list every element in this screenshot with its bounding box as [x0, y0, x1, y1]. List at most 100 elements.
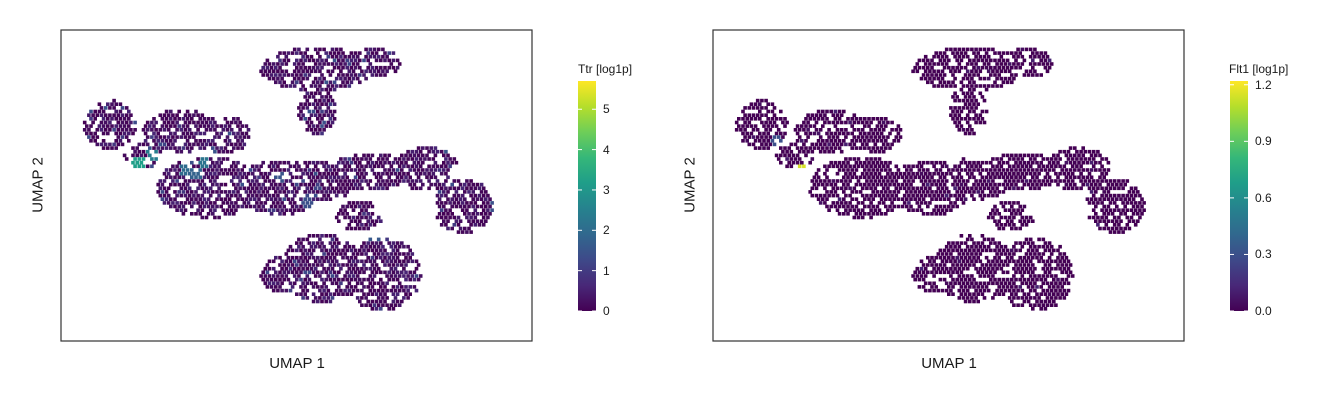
hexbin-cell	[355, 215, 360, 220]
hexbin-cell	[307, 58, 312, 63]
hexbin-cell	[846, 117, 850, 121]
hexbin-cell	[1020, 164, 1025, 169]
hexbin-cell	[313, 244, 318, 249]
umap-plot-ttr	[60, 29, 596, 342]
hexbin-cell	[1089, 175, 1094, 180]
hexbin-cell	[839, 128, 844, 132]
hexbin-cell	[442, 182, 446, 187]
hexbin-cell	[385, 171, 389, 176]
hexbin-cell	[818, 142, 823, 147]
hexbin-cell	[970, 128, 974, 132]
hexbin-cell	[1043, 248, 1048, 253]
hexbin-cell	[215, 124, 219, 128]
hexbin-cell	[355, 164, 360, 169]
hexbin-cell	[888, 168, 892, 172]
hexbin-cell	[374, 241, 379, 245]
hexbin-cell	[982, 296, 987, 300]
hexbin-cell	[936, 193, 941, 198]
hexbin-cell	[383, 153, 387, 158]
hexbin-cell	[1060, 285, 1064, 289]
hexbin-cell	[1062, 179, 1067, 183]
hexbin-cell	[408, 292, 412, 296]
hexbin-cell	[1056, 277, 1060, 282]
hexbin-cell	[825, 204, 829, 209]
hexbin-cell	[894, 164, 899, 169]
hexbin-cell	[1014, 51, 1018, 55]
hexbin-cell	[980, 248, 985, 253]
umap-plot-flt1	[712, 29, 1248, 342]
hexbin-cell	[1136, 190, 1140, 194]
hexbin-cell	[179, 149, 184, 154]
hexbin-cell	[362, 241, 366, 245]
hexbin-cell	[959, 292, 964, 296]
hexbin-cell	[860, 128, 865, 132]
hexbin-cell	[450, 197, 454, 201]
hexbin-cell	[110, 146, 114, 150]
hexbin-cell	[244, 131, 249, 136]
hexbin-cell	[835, 142, 840, 147]
hexbin-cell	[1003, 208, 1008, 212]
hexbin-cell	[318, 69, 322, 74]
hexbin-cell	[768, 135, 773, 139]
hexbin-cell	[959, 285, 964, 289]
hexbin-cell	[313, 296, 318, 300]
hexbin-cell	[879, 131, 884, 136]
hexbin-cell	[402, 171, 406, 176]
hexbin-cell	[383, 292, 387, 296]
hexbin-cell	[236, 168, 240, 172]
hexbin-cell	[368, 259, 373, 264]
hexbin-cell	[928, 171, 932, 176]
hexbin-cell	[1001, 175, 1006, 180]
hexbin-cell	[271, 208, 276, 212]
hexbin-cell	[938, 51, 943, 55]
hexbin-cell	[242, 142, 247, 147]
hexbin-cell	[397, 244, 402, 249]
hexbin-cell	[930, 190, 934, 194]
hexbin-cell	[339, 252, 343, 256]
hexbin-cell	[850, 131, 854, 136]
hexbin-cell	[766, 146, 770, 150]
hexbin-cell	[1001, 182, 1006, 187]
hexbin-cell	[1037, 171, 1041, 176]
hexbin-cell	[383, 248, 387, 253]
hexbin-cell	[439, 193, 444, 198]
hexbin-cell	[227, 190, 232, 194]
hexbin-cell	[1117, 223, 1121, 227]
hexbin-cell	[999, 266, 1004, 271]
hexbin-cell	[116, 120, 121, 125]
hexbin-cell	[930, 73, 934, 77]
hexbin-cell	[825, 168, 829, 172]
hexbin-cell	[932, 179, 936, 183]
hexbin-cell	[437, 197, 442, 201]
hexbin-cell	[1129, 208, 1134, 212]
hexbin-cell	[875, 124, 880, 128]
hexbin-cell	[1003, 171, 1008, 176]
hexbin-cell	[942, 80, 947, 85]
hexbin-cell	[316, 285, 320, 289]
hexbin-cell	[1115, 226, 1119, 231]
hexbin-cell	[1005, 219, 1010, 223]
hexbin-cell	[1127, 197, 1132, 201]
hexbin-cell	[970, 259, 974, 264]
hexbin-cell	[974, 106, 978, 110]
hexbin-cell	[821, 109, 825, 114]
hexbin-cell	[1035, 175, 1039, 180]
hexbin-cell	[812, 182, 817, 187]
hexbin-cell	[118, 109, 123, 114]
hexbin-cell	[961, 98, 966, 103]
hexbin-cell	[1005, 285, 1010, 289]
hexbin-cell	[328, 117, 333, 121]
hexbin-cell	[261, 190, 265, 194]
hexbin-cell	[269, 182, 274, 187]
hexbin-cell	[968, 102, 972, 106]
hexbin-cell	[902, 186, 907, 191]
hexbin-cell	[97, 124, 102, 128]
hexbin-cell	[848, 179, 852, 183]
hexbin-cell	[169, 175, 173, 180]
hexbin-cell	[827, 193, 831, 198]
hexbin-cell	[1024, 171, 1029, 176]
hexbin-cell	[341, 73, 345, 77]
hexbin-cell	[1045, 171, 1050, 176]
hexbin-cell	[402, 274, 406, 278]
hexbin-cell	[980, 263, 985, 267]
